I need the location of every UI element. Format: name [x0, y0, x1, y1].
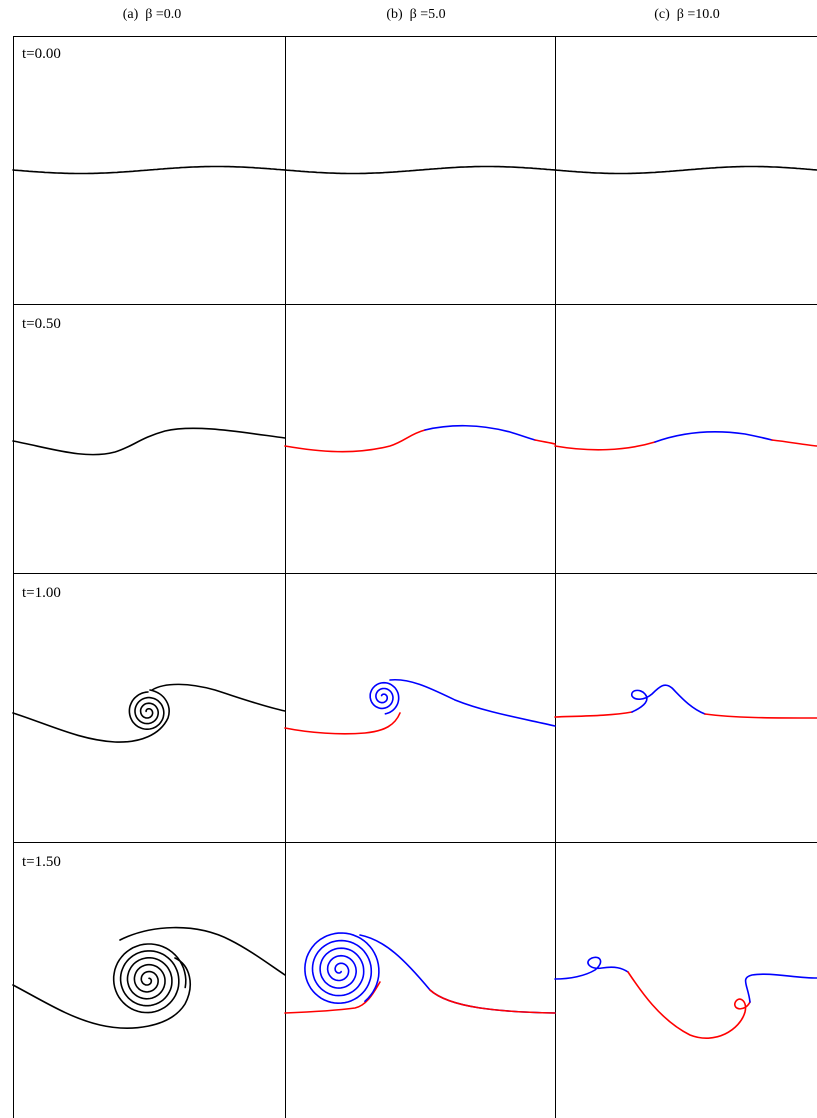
- interface-c-t1-pos: [630, 684, 706, 715]
- interface-a-t05: [12, 427, 286, 456]
- interface-c-t05-neg: [554, 441, 656, 451]
- interface-a-t1-lower: [12, 689, 170, 743]
- interface-a-t0: [12, 165, 286, 175]
- time-label-2: t=1.00: [22, 585, 61, 601]
- interface-b-t1-pos: [389, 678, 556, 727]
- interface-b-t0: [284, 165, 556, 175]
- interface-c-t15-pos: [554, 956, 629, 980]
- interface-b-t15-pos: [359, 934, 556, 1014]
- vortex-b-t15: [304, 932, 380, 1004]
- time-label-3: t=1.50: [22, 854, 61, 870]
- time-label-0: t=0.00: [22, 46, 61, 62]
- interface-b-t05-pos: [424, 424, 536, 441]
- column-title-c: (c) β =10.0: [654, 7, 720, 22]
- interface-b-t15-neg2: [429, 989, 556, 1014]
- column-title-b: (b) β =5.0: [386, 7, 446, 22]
- interface-b-t05-neg: [284, 429, 426, 453]
- interface-b-t15-neg: [284, 981, 381, 1014]
- interface-c-t05-neg2: [771, 439, 817, 447]
- interface-a-t15-upper: [119, 926, 286, 976]
- time-label-1: t=0.50: [22, 316, 61, 332]
- interface-a-t15-lower: [12, 957, 191, 1029]
- interface-c-t1-neg2: [704, 713, 817, 719]
- interface-c-t15-neg: [627, 971, 751, 1040]
- interface-b-t1-neg: [284, 712, 401, 735]
- column-title-a: (a) β =0.0: [122, 7, 182, 22]
- vortex-a-t1: [128, 691, 165, 730]
- interface-c-t0: [554, 165, 817, 175]
- vortex-a-t15: [112, 943, 187, 1014]
- interface-c-t05-pos: [654, 431, 773, 443]
- interface-a-t1-upper: [151, 683, 286, 712]
- interface-b-t05-neg2: [534, 439, 556, 445]
- vortex-b-t1: [369, 681, 400, 715]
- interface-c-t15-pos2: [744, 973, 817, 1003]
- panel-frames: [13, 36, 817, 1118]
- interface-curves: [12, 165, 817, 1040]
- interface-c-t1-neg: [554, 711, 633, 718]
